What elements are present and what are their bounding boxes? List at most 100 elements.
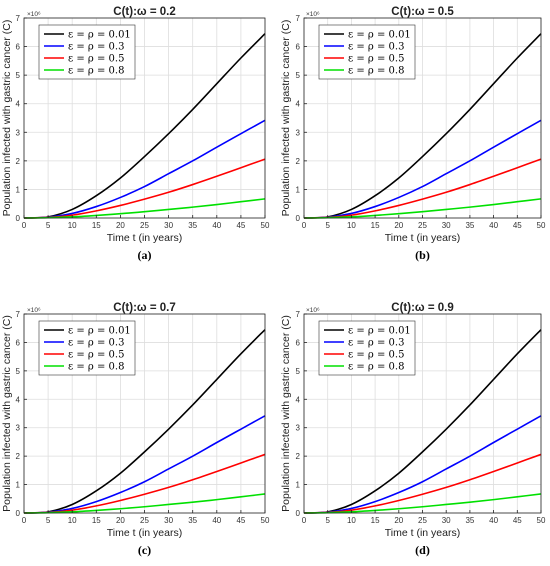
y-tick-label: 6: [296, 43, 301, 52]
y-tick-label: 7: [296, 14, 301, 23]
series-line-3: [303, 493, 542, 514]
y-multiplier: ×10⁶: [306, 11, 320, 18]
series-line-0: [23, 33, 266, 219]
panel-caption: (d): [415, 543, 430, 557]
panel-caption: (a): [138, 248, 152, 262]
legend-label: ε = ρ = 0.8: [68, 362, 124, 373]
x-tick-label: 5: [325, 516, 330, 525]
x-tick-label: 45: [513, 516, 522, 525]
x-tick-label: 30: [164, 221, 173, 230]
series-line-1: [23, 119, 266, 219]
y-tick-label: 5: [16, 71, 21, 80]
y-tick-label: 5: [296, 71, 301, 80]
x-tick-label: 20: [394, 516, 403, 525]
series-line-0: [303, 329, 542, 514]
x-tick-label: 30: [442, 221, 451, 230]
x-tick-label: 50: [261, 516, 270, 525]
legend-label: ε = ρ = 0.5: [348, 350, 404, 361]
x-tick-label: 30: [164, 516, 173, 525]
x-tick-label: 5: [325, 221, 330, 230]
legend-label: ε = ρ = 0.8: [348, 362, 404, 373]
x-tick-label: 0: [22, 221, 27, 230]
y-tick-label: 1: [296, 185, 301, 194]
y-tick-label: 4: [16, 100, 21, 109]
series-line-2: [303, 158, 542, 219]
x-tick-label: 10: [68, 221, 77, 230]
y-tick-label: 5: [296, 367, 301, 376]
y-axis-label: Population infected with gastric cancer …: [1, 20, 13, 217]
x-tick-label: 0: [302, 221, 307, 230]
x-tick-label: 40: [489, 516, 498, 525]
series-line-3: [23, 198, 266, 219]
legend-label: ε = ρ = 0.5: [348, 54, 404, 65]
x-tick-label: 25: [418, 516, 427, 525]
x-tick-label: 50: [537, 516, 546, 525]
y-tick-label: 4: [16, 395, 21, 404]
x-tick-label: 30: [442, 516, 451, 525]
legend-label: ε = ρ = 0.01: [348, 326, 411, 337]
x-tick-label: 15: [371, 221, 380, 230]
y-multiplier: ×10⁶: [27, 11, 41, 18]
series-line-0: [303, 33, 542, 219]
x-tick-label: 20: [116, 221, 125, 230]
y-tick-label: 0: [296, 214, 301, 223]
y-multiplier: ×10⁶: [27, 307, 41, 314]
legend-label: ε = ρ = 0.8: [348, 66, 404, 77]
x-tick-label: 40: [212, 516, 221, 525]
x-tick-label: 35: [188, 516, 197, 525]
legend-label: ε = ρ = 0.3: [68, 338, 124, 349]
series-line-3: [23, 493, 266, 514]
y-tick-label: 4: [296, 100, 301, 109]
y-tick-label: 7: [296, 310, 301, 319]
y-tick-label: 6: [16, 43, 21, 52]
y-multiplier: ×10⁶: [306, 307, 320, 314]
y-tick-label: 2: [16, 452, 21, 461]
y-tick-label: 4: [296, 395, 301, 404]
y-tick-label: 0: [16, 214, 21, 223]
series-line-1: [23, 415, 266, 514]
x-tick-label: 0: [22, 516, 27, 525]
series-line-2: [303, 453, 542, 514]
y-tick-label: 1: [16, 481, 21, 490]
x-tick-label: 25: [140, 221, 149, 230]
chart-title: C(t):ω = 0.2: [113, 6, 175, 18]
y-tick-label: 3: [296, 128, 301, 137]
y-tick-label: 2: [296, 157, 301, 166]
x-tick-label: 50: [261, 221, 270, 230]
chart-title: C(t):ω = 0.9: [391, 302, 453, 314]
y-tick-label: 7: [16, 14, 21, 23]
panel-caption: (b): [415, 248, 430, 262]
x-tick-label: 15: [371, 516, 380, 525]
x-tick-label: 50: [537, 221, 546, 230]
y-tick-label: 5: [16, 367, 21, 376]
y-tick-label: 1: [296, 481, 301, 490]
x-tick-label: 20: [394, 221, 403, 230]
x-tick-label: 45: [513, 221, 522, 230]
x-tick-label: 35: [465, 516, 474, 525]
x-axis-label: Time t (in years): [107, 232, 182, 244]
x-tick-label: 10: [68, 516, 77, 525]
legend-label: ε = ρ = 0.5: [68, 54, 124, 65]
chart-title: C(t):ω = 0.5: [391, 6, 454, 18]
legend-label: ε = ρ = 0.3: [68, 42, 124, 53]
legend-label: ε = ρ = 0.5: [68, 350, 124, 361]
x-tick-label: 40: [212, 221, 221, 230]
x-axis-label: Time t (in years): [107, 527, 182, 539]
y-tick-label: 6: [296, 338, 301, 347]
y-axis-label: Population infected with gastric cancer …: [280, 20, 292, 217]
y-tick-label: 2: [16, 157, 21, 166]
x-tick-label: 5: [46, 516, 51, 525]
y-tick-label: 0: [16, 509, 21, 518]
x-tick-label: 15: [92, 221, 101, 230]
y-tick-label: 3: [296, 424, 301, 433]
x-tick-label: 35: [188, 221, 197, 230]
y-tick-label: 6: [16, 338, 21, 347]
legend-label: ε = ρ = 0.3: [348, 42, 404, 53]
x-tick-label: 40: [489, 221, 498, 230]
series-line-0: [23, 329, 266, 514]
series-line-1: [303, 119, 542, 219]
legend-label: ε = ρ = 0.8: [68, 66, 124, 77]
x-tick-label: 45: [236, 516, 245, 525]
